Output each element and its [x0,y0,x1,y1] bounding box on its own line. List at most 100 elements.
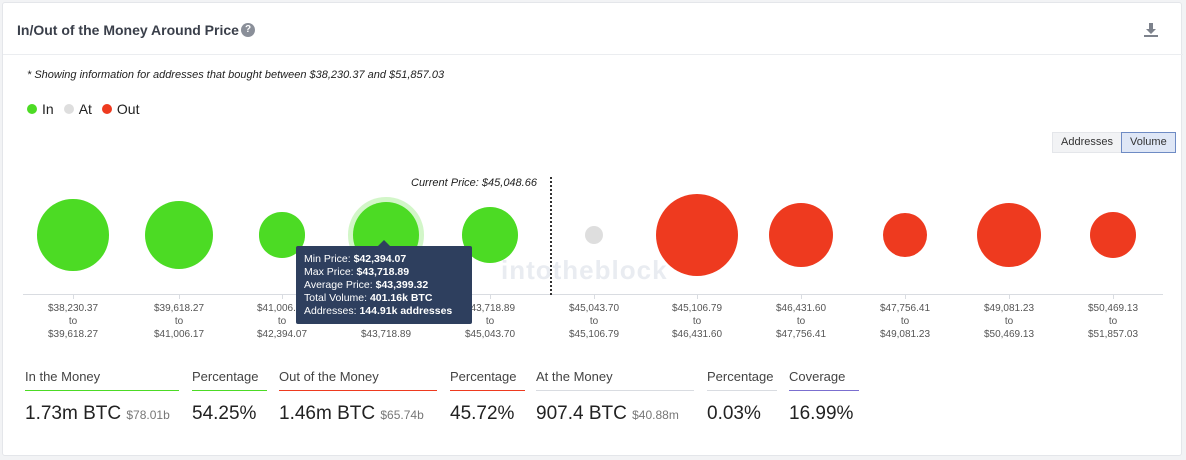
watermark-logo: intotheblock [501,255,668,285]
x-range-to: $43,718.89 [360,329,412,340]
x-tick [594,294,595,299]
addresses-toggle-button[interactable]: Addresses [1052,132,1122,153]
stat-label: Percentage [707,369,777,391]
current-price-label: Current Price: $45,048.66 [411,177,537,189]
volume-toggle-button[interactable]: Volume [1121,132,1176,153]
x-range-to: $46,431.60 [671,329,723,340]
tooltip-arrow [378,240,390,246]
tooltip-avg-row: Average Price: $43,399.32 [304,279,464,292]
range-note: * Showing information for addresses that… [27,69,445,81]
x-range-from: $43,718.89 [464,303,516,314]
x-range-label: $46,431.60 to $47,756.41 [746,302,856,341]
bubble-in[interactable] [144,200,214,270]
x-range-from: $46,431.60 [775,303,827,314]
help-icon[interactable]: ? [241,23,255,37]
x-range-from: $39,618.27 [153,303,205,314]
bubble-out[interactable] [769,203,833,267]
stat-at-percentage: Percentage 0.03% [707,369,777,425]
x-range-to-word: to [277,316,287,327]
x-range-to-word: to [1108,316,1118,327]
chart-baseline [23,294,1163,295]
bubble-out[interactable] [1090,212,1136,258]
tooltip-avg-value: $43,399.32 [375,279,429,291]
stat-coverage: Coverage 16.99% [789,369,859,425]
x-range-from: $41,006.17 [256,303,308,314]
stat-label: Out of the Money [279,369,437,391]
x-tick [1113,294,1114,299]
bubble-in[interactable] [37,199,109,271]
range-tooltip: Min Price: $42,394.07 Max Price: $43,718… [296,246,472,324]
bubble-at[interactable] [584,225,603,244]
x-range-to-word: to [485,316,495,327]
stat-label: Percentage [450,369,525,391]
x-range-to: $39,618.27 [47,329,99,340]
card-header: In/Out of the Money Around Price ? [3,3,1183,55]
stat-value: 54.25% [192,403,257,424]
x-tick [73,294,74,299]
stat-value: 45.72% [450,403,515,424]
legend-item-at[interactable]: At [63,101,92,117]
card-title: In/Out of the Money Around Price [17,22,239,38]
tooltip-max-value: $43,718.89 [356,266,410,278]
stat-value: 907.4 BTC [536,403,627,424]
legend-label-in: In [42,101,54,117]
x-range-to-word: to [174,316,184,327]
x-range-from: $38,230.37 [47,303,99,314]
tooltip-min-label: Min Price: [304,253,351,265]
bubble-out[interactable] [656,194,738,276]
stat-value: 0.03% [707,403,761,424]
x-tick [905,294,906,299]
stat-label: Percentage [192,369,267,391]
legend-item-out[interactable]: Out [101,101,140,117]
x-range-label: $45,043.70 to $45,106.79 [539,302,649,341]
x-range-label: $41,006.17 to $42,394.07 [227,302,337,341]
tooltip-addr-value: 144.91k addresses [359,305,453,317]
x-tick [490,294,491,299]
stat-at-the-money: At the Money 907.4 BTC $40.88m [536,369,694,425]
x-range-label: $38,230.37 to $39,618.27 [18,302,128,341]
x-range-label: $47,756.41 to $49,081.23 [850,302,960,341]
legend-label-out: Out [116,101,140,117]
x-range-to-word: to [796,316,806,327]
x-range-label: $49,081.23 to $50,469.13 [954,302,1064,341]
x-tick [179,294,180,299]
x-tick [1009,294,1010,299]
x-range-label: $39,618.27 to $41,006.17 [124,302,234,341]
tooltip-vol-label: Total Volume: [304,292,368,304]
x-range-from: $50,469.13 [1087,303,1139,314]
x-range-to: $41,006.17 [153,329,205,340]
legend-dot-in [27,104,37,114]
stat-in-percentage: Percentage 54.25% [192,369,267,425]
stat-label: In the Money [25,369,179,391]
bubble-out[interactable] [882,212,928,258]
legend-item-in[interactable]: In [27,101,54,117]
tooltip-addr-label: Addresses: [304,305,357,317]
legend: In At Out [27,101,140,117]
stat-value: 1.73m BTC [25,403,122,424]
legend-label-at: At [78,101,92,117]
x-tick [801,294,802,299]
stat-label: At the Money [536,369,694,391]
x-range-to: $45,043.70 [464,329,516,340]
tooltip-max-row: Max Price: $43,718.89 [304,266,464,279]
bubble-chart: intotheblock Current Price: $45,048.66 $… [23,163,1163,343]
x-tick [282,294,283,299]
download-icon[interactable] [1141,20,1161,40]
tooltip-addr-row: Addresses: 144.91k addresses [304,305,464,318]
x-range-from: $47,756.41 [879,303,931,314]
tooltip-max-label: Max Price: [304,266,354,278]
stat-label: Coverage [789,369,859,391]
x-range-label: $43,718.89 to $45,043.70 [435,302,545,341]
stat-usd-value: $40.88m [632,408,679,422]
x-range-from: $45,043.70 [568,303,620,314]
x-range-to: $47,756.41 [775,329,827,340]
x-range-to: $49,081.23 [879,329,931,340]
x-range-to: $42,394.07 [256,329,308,340]
x-range-to-word: to [692,316,702,327]
x-range-to-word: to [1004,316,1014,327]
x-range-to-word: to [900,316,910,327]
stat-value: 16.99% [789,403,854,424]
x-range-from: $49,081.23 [983,303,1035,314]
current-price-line [550,177,552,295]
bubble-out[interactable] [976,202,1042,268]
